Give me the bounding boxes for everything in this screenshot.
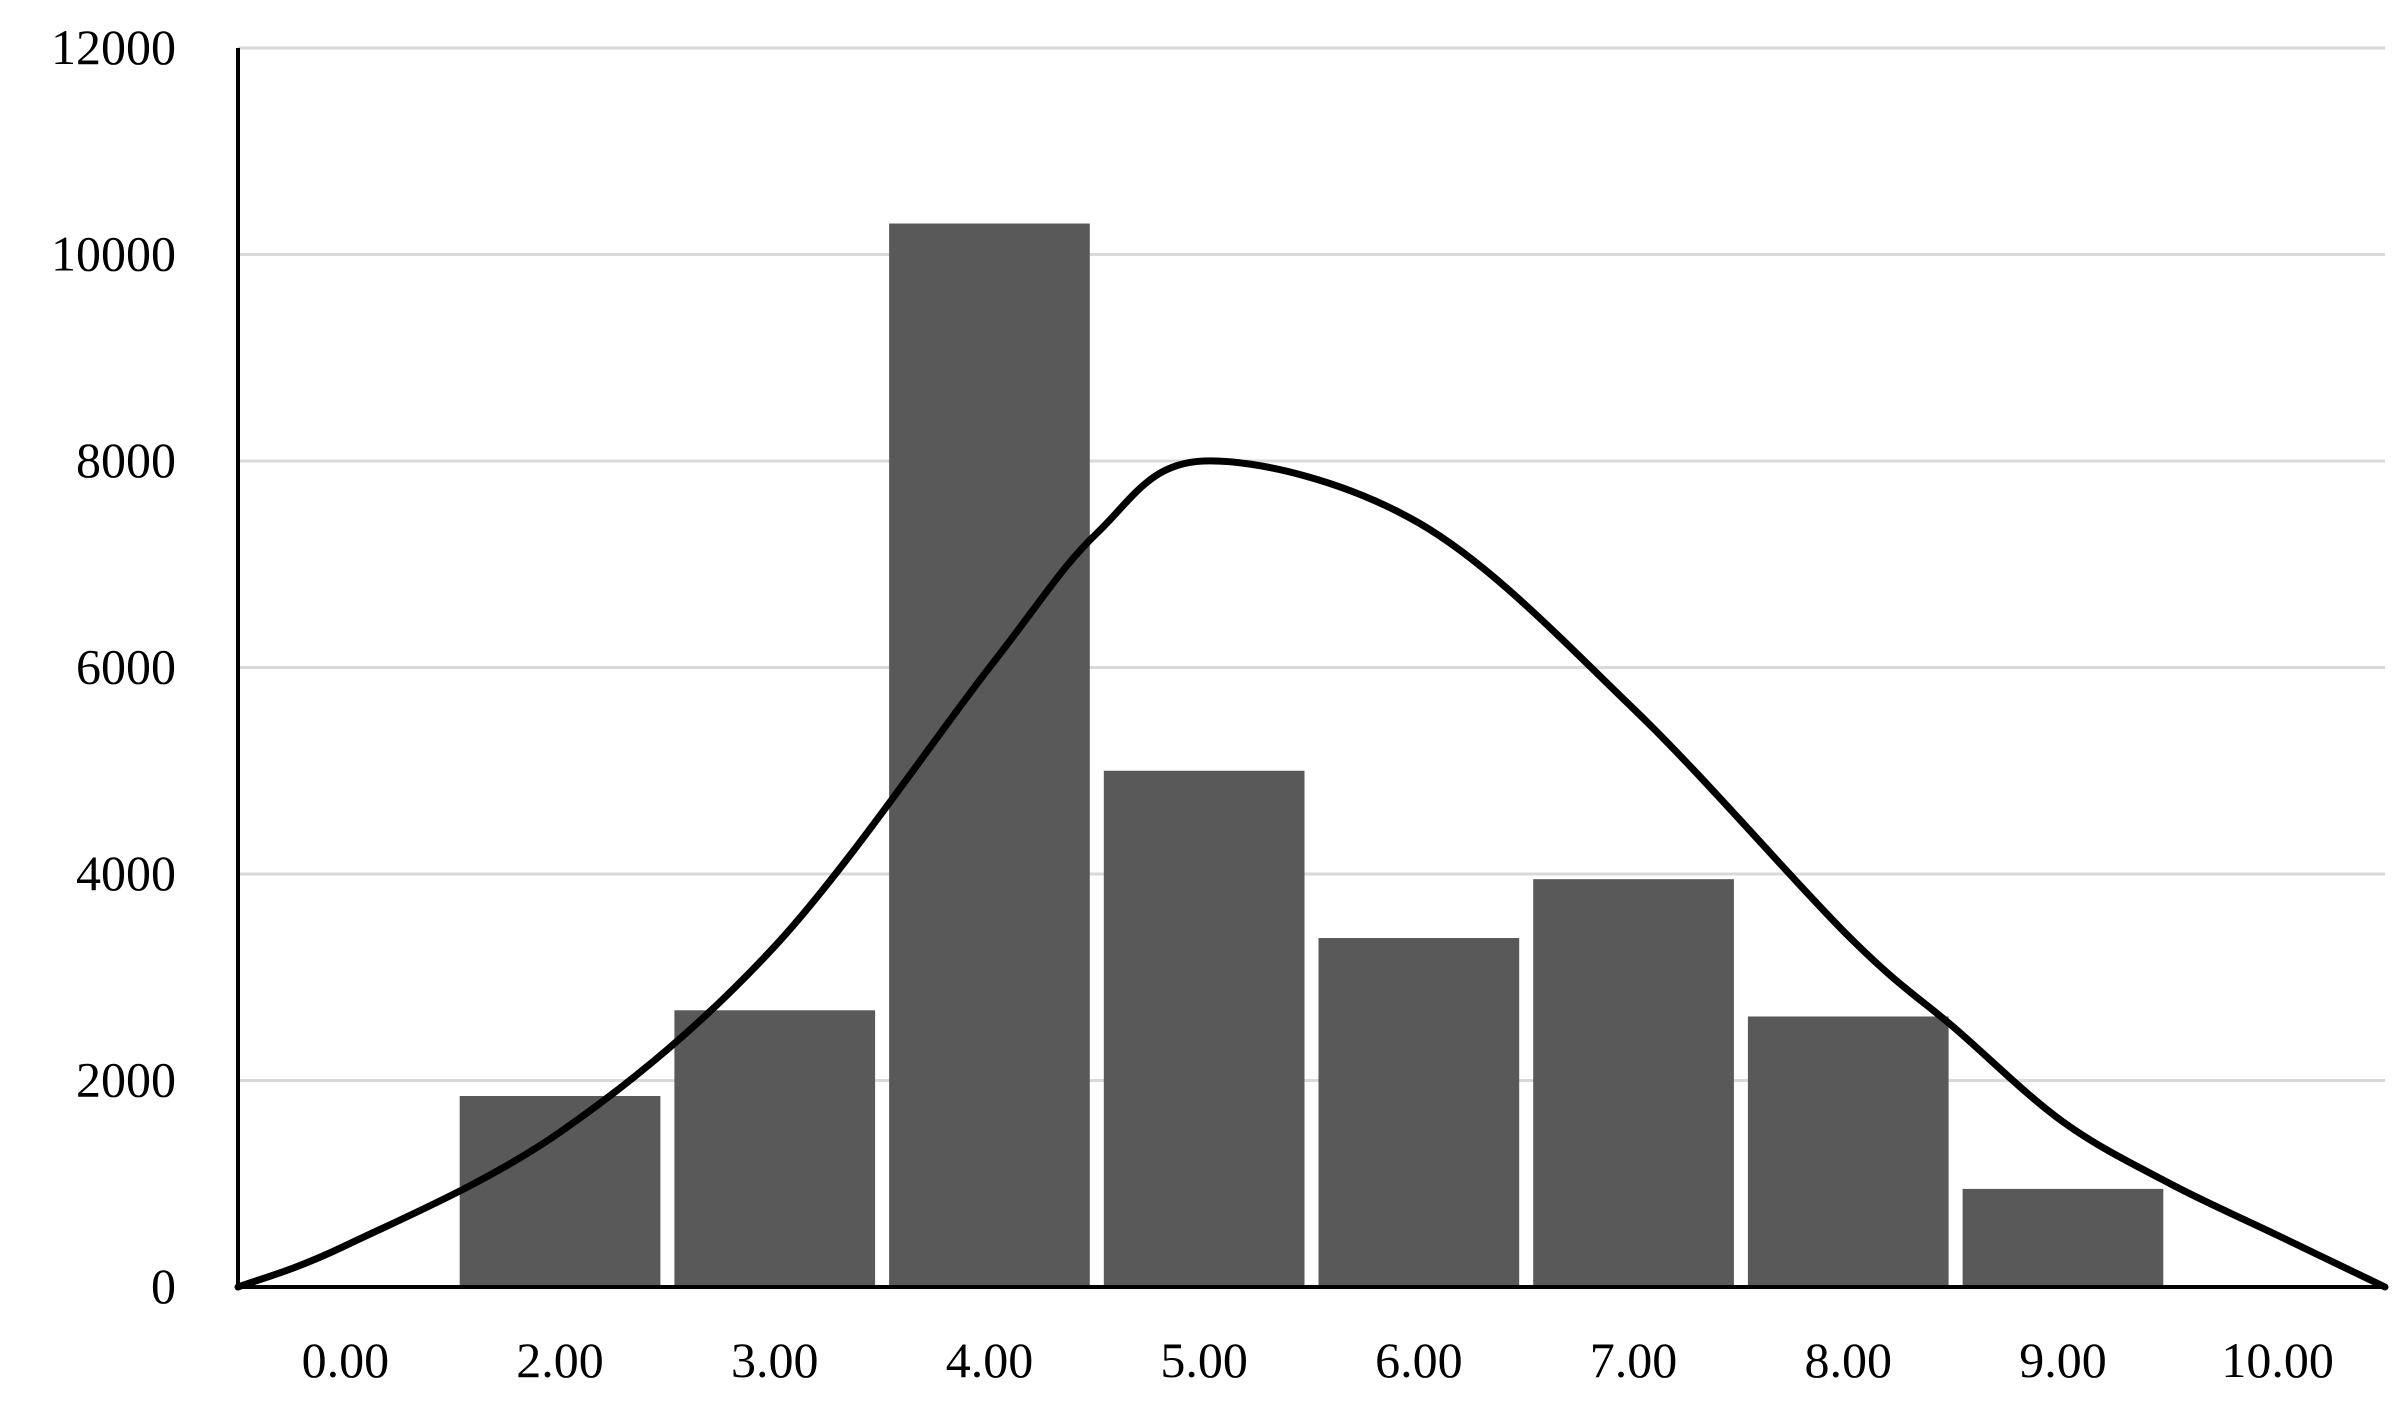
histogram-bar [674,1010,876,1287]
x-tick-label: 10.00 [2221,1332,2334,1388]
histogram-bar [1318,938,1520,1287]
x-tick-label: 4.00 [946,1332,1034,1388]
histogram-bar [1747,1016,1949,1287]
x-tick-label: 9.00 [2019,1332,2107,1388]
x-tick-label: 6.00 [1375,1332,1463,1388]
y-tick-label: 6000 [76,639,176,695]
histogram-bar [1962,1188,2164,1287]
x-tick-label: 2.00 [516,1332,604,1388]
histogram-bar [459,1095,661,1287]
x-tick-label: 8.00 [1805,1332,1893,1388]
histogram-bar [889,223,1090,1287]
y-tick-label: 10000 [51,226,176,282]
y-tick-label: 12000 [51,19,176,75]
y-tick-label: 8000 [76,432,176,488]
x-tick-label: 7.00 [1590,1332,1678,1388]
distribution-curve-line [234,457,2389,1291]
y-tick-label: 2000 [76,1052,176,1108]
y-tick-labels: 0 2000 4000 6000 8000 10000 12000 [51,19,176,1314]
gridlines [238,46,2385,1082]
x-tick-labels: 0.00 2.00 3.00 4.00 5.00 6.00 7.00 8.00 9.00 10.0… [302,1332,2334,1388]
x-tick-label: 5.00 [1160,1332,1248,1388]
histogram-bar [1533,879,1734,1287]
histogram-bar [1103,770,1305,1287]
x-tick-label: 3.00 [731,1332,819,1388]
fitted-curve [234,457,2389,1291]
x-tick-label: 0.00 [302,1332,390,1388]
y-tick-label: 4000 [76,845,176,901]
axes [236,48,2385,1289]
y-tick-label: 0 [151,1258,176,1314]
bars [459,223,2164,1287]
